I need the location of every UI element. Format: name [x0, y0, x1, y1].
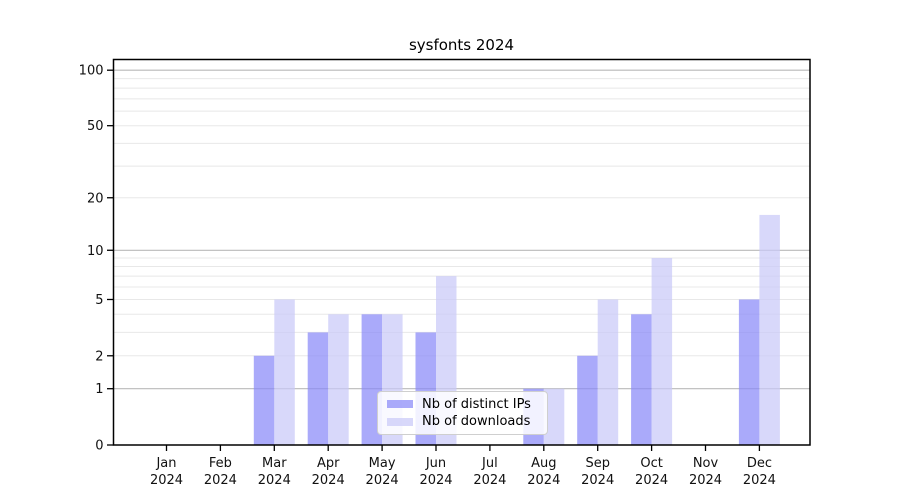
legend: Nb of distinct IPs Nb of downloads — [377, 391, 548, 435]
y-tick-label-1: 1 — [95, 382, 103, 397]
bar-nb-of-distinct-ips-may — [361, 314, 383, 445]
y-tick-label-50: 50 — [87, 119, 104, 134]
plot-border — [112, 58, 811, 446]
x-tick-label-jul: Jul 2024 — [473, 456, 506, 488]
y-tick-label-2: 2 — [95, 349, 103, 364]
legend-label-downloads: Nb of downloads — [422, 414, 531, 430]
bar-nb-of-distinct-ips-apr — [307, 332, 329, 445]
x-tick-label-dec: Dec 2024 — [743, 456, 776, 488]
x-tick-label-mar: Mar 2024 — [258, 456, 291, 488]
bar-nb-of-downloads-mar — [274, 299, 295, 445]
bar-nb-of-distinct-ips-mar — [253, 355, 275, 445]
bar-nb-of-distinct-ips-dec — [738, 299, 760, 445]
legend-swatch-downloads — [387, 417, 413, 426]
bar-nb-of-distinct-ips-oct — [631, 314, 652, 445]
y-tick-label-100: 100 — [79, 64, 104, 79]
x-tick-label-apr: Apr 2024 — [312, 456, 345, 488]
bar-nb-of-distinct-ips-sep — [577, 355, 598, 445]
x-tick-label-jan: Jan 2024 — [150, 456, 183, 488]
bar-nb-of-downloads-dec — [759, 214, 780, 445]
bar-nb-of-downloads-aug — [543, 388, 565, 445]
y-tick-label-0: 0 — [95, 439, 103, 454]
x-tick-label-may: May 2024 — [366, 456, 399, 488]
x-tick-label-aug: Aug 2024 — [527, 456, 560, 488]
legend-item-downloads: Nb of downloads — [387, 414, 538, 429]
legend-item-distinct-ips: Nb of distinct IPs — [387, 397, 538, 412]
bar-nb-of-downloads-oct — [651, 258, 673, 445]
x-tick-label-sep: Sep 2024 — [581, 456, 614, 488]
bar-nb-of-downloads-apr — [328, 314, 349, 445]
y-tick-label-20: 20 — [87, 191, 104, 206]
y-tick-label-5: 5 — [95, 293, 103, 308]
x-tick-label-nov: Nov 2024 — [689, 456, 722, 488]
bar-nb-of-downloads-sep — [597, 299, 619, 445]
x-tick-label-oct: Oct 2024 — [635, 456, 668, 488]
x-tick-label-jun: Jun 2024 — [419, 456, 452, 488]
chart-title: sysfonts 2024 — [408, 36, 515, 54]
y-tick-label-10: 10 — [87, 244, 104, 259]
x-tick-label-feb: Feb 2024 — [204, 456, 237, 488]
legend-label-distinct-ips: Nb of distinct IPs — [422, 396, 531, 412]
legend-swatch-distinct-ips — [387, 400, 413, 409]
